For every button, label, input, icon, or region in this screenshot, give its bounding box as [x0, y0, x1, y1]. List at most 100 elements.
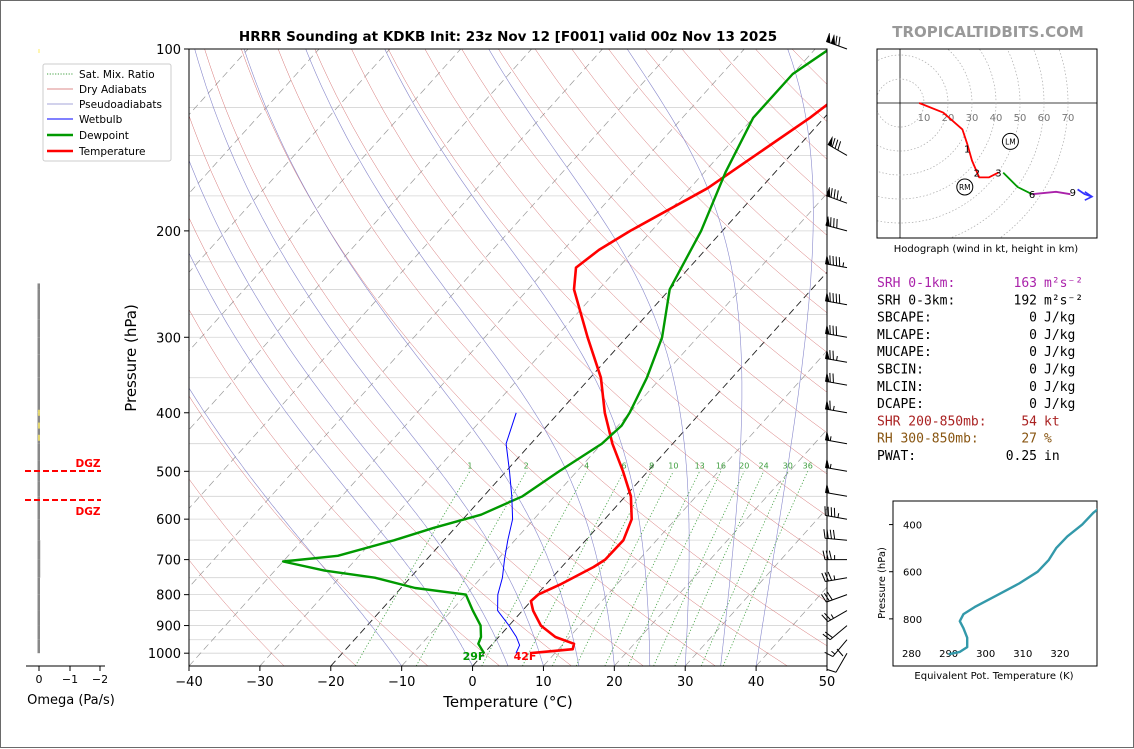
pseudoadiabat-line — [195, 49, 544, 666]
hodograph-caption: Hodograph (wind in kt, height in km) — [894, 244, 1079, 255]
barb-staff — [825, 538, 847, 540]
y-tick-label: 300 — [156, 331, 181, 346]
surface-labels: 29F 42F — [463, 650, 537, 663]
barb-flag — [837, 190, 838, 199]
hodograph-trace — [919, 103, 998, 177]
omega-bar — [38, 560, 41, 567]
barb-flag — [825, 652, 833, 656]
barb-half-flag — [840, 196, 842, 200]
omega-bar — [38, 519, 41, 540]
omega-bar — [38, 567, 41, 578]
hodograph-height-label: 3 — [995, 169, 1001, 180]
isotherm-line — [189, 49, 744, 666]
parameter-unit: J/kg — [1044, 328, 1075, 343]
omega-tick-label: −2 — [92, 673, 108, 686]
theta-e-x-tick-label: 320 — [1050, 649, 1069, 660]
wind-barb — [826, 33, 847, 49]
omega-bars — [38, 283, 41, 653]
theta-e-x-tick-label: 310 — [1013, 649, 1032, 660]
barb-staff — [830, 626, 847, 640]
skewt-frame — [189, 49, 827, 666]
wind-barb — [826, 217, 847, 231]
barb-flag — [834, 189, 835, 198]
hodograph-height-label: 9 — [1070, 188, 1076, 199]
mixing-ratio-label: 4 — [584, 461, 589, 470]
pseudoadiabat-line — [120, 49, 472, 666]
omega-bar — [38, 378, 41, 413]
legend-label-temperature: Temperature — [78, 146, 146, 158]
dgz-top-label: DGZ — [76, 458, 101, 470]
barb-flag — [827, 669, 836, 672]
theta-e-x-tick-label: 290 — [939, 649, 958, 660]
x-tick-label: −40 — [175, 675, 202, 690]
parameter-row: RH 300-850mb:27% — [877, 432, 1052, 447]
theta-e-panel: Pressure (hPa) Equivalent Pot. Temperatu… — [877, 501, 1101, 682]
parameter-unit: J/kg — [1044, 380, 1075, 395]
barb-half-flag — [843, 262, 844, 266]
barb-pennant — [825, 255, 829, 265]
parameter-unit: m²s⁻² — [1044, 276, 1083, 291]
barb-flag — [823, 551, 825, 560]
x-tick-label: −20 — [317, 675, 344, 690]
barb-pennant — [825, 459, 829, 469]
barb-pennant — [825, 372, 829, 382]
barb-half-flag — [834, 575, 835, 579]
surface-temperature-label: 42F — [514, 650, 537, 663]
parameter-unit: J/kg — [1044, 345, 1075, 360]
wind-barb — [825, 506, 847, 519]
parameter-label: MLCAPE: — [877, 328, 932, 343]
barb-flag — [828, 572, 832, 581]
dry-adiabat-line — [241, 49, 787, 666]
hodograph-height-label: 2 — [974, 169, 980, 180]
parameter-label: SRH 0-3km: — [877, 293, 955, 308]
hodograph-ring-label: 50 — [1014, 113, 1027, 124]
mixing-ratio-label: 36 — [803, 461, 813, 470]
omega-bar — [38, 611, 41, 626]
omega-bar — [38, 354, 41, 378]
omega-x-axis-label: Omega (Pa/s) — [27, 693, 115, 708]
barb-pennant — [825, 325, 829, 335]
theta-e-x-tick-label: 280 — [902, 649, 921, 660]
barb-flag — [824, 529, 825, 538]
barb-staff — [836, 653, 847, 672]
isotherm-line — [473, 49, 1028, 666]
omega-bar — [38, 319, 41, 337]
y-tick-label: 400 — [156, 407, 181, 422]
wind-barb — [826, 187, 847, 203]
profile-temperature — [530, 49, 900, 653]
parameter-value: 0 — [1029, 363, 1037, 378]
pseudoadiabat-line — [627, 49, 742, 666]
wind-barb — [825, 325, 847, 338]
pseudoadiabat-line — [385, 49, 650, 666]
parameter-value: 0 — [1029, 380, 1037, 395]
mixing-ratio-line — [723, 471, 808, 666]
y-tick-label: 800 — [156, 589, 181, 604]
x-tick-label: 50 — [819, 675, 836, 690]
mixing-ratio-label: 20 — [739, 461, 749, 470]
y-tick-label: 500 — [156, 465, 181, 480]
barb-flag — [833, 530, 834, 539]
barb-flag — [831, 188, 832, 197]
wind-barb — [825, 350, 847, 363]
barb-pennant — [825, 350, 829, 360]
dry-adiabat-line — [425, 49, 1134, 666]
mixing-ratio-label: 10 — [668, 461, 678, 470]
barb-half-flag — [831, 651, 834, 654]
wind-barb — [822, 572, 847, 582]
barb-flag — [835, 140, 838, 149]
dry-adiabat-line — [792, 49, 1134, 666]
isotherm-line — [827, 49, 1134, 666]
barb-pennant — [831, 35, 835, 45]
dgz-bottom-label: DGZ — [76, 506, 101, 518]
barb-pennant — [826, 217, 830, 227]
mixing-ratio-label: 2 — [524, 461, 529, 470]
theta-e-y-tick-label: 800 — [903, 615, 922, 626]
barb-staff — [825, 578, 847, 582]
parameter-label: SRH 0-1km: — [877, 276, 955, 291]
x-tick-label: 40 — [748, 675, 765, 690]
omega-tick-label: 0 — [36, 673, 43, 686]
